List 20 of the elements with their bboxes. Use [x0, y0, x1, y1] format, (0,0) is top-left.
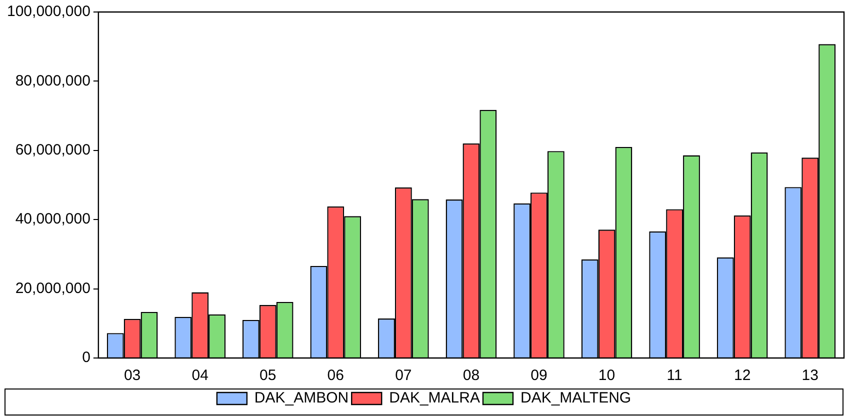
y-tick-label: 20,000,000 [15, 280, 90, 297]
x-tick-label: 10 [598, 367, 616, 384]
x-tick-label: 07 [395, 367, 412, 384]
x-tick-label: 12 [734, 367, 751, 384]
legend-label: DAK_MALTENG [520, 390, 632, 407]
y-tick-label: 100,000,000 [6, 3, 90, 20]
x-tick-label: 05 [260, 367, 276, 384]
x-tick-label: 04 [192, 367, 208, 384]
legend-label: DAK_AMBON [254, 390, 349, 407]
legend-label: DAK_MALRA [389, 390, 480, 407]
x-tick-label: 08 [462, 367, 480, 384]
y-tick-label: 0 [82, 349, 90, 366]
x-tick-label: 13 [802, 367, 818, 384]
x-tick-label: 03 [124, 367, 141, 384]
y-tick-label: 40,000,000 [15, 210, 90, 228]
x-tick-label: 06 [327, 367, 344, 384]
y-tick-label: 80,000,000 [15, 72, 90, 90]
x-tick-label: 09 [530, 367, 548, 384]
y-tick-label: 60,000,000 [15, 142, 90, 159]
x-tick-label: 11 [666, 367, 682, 384]
